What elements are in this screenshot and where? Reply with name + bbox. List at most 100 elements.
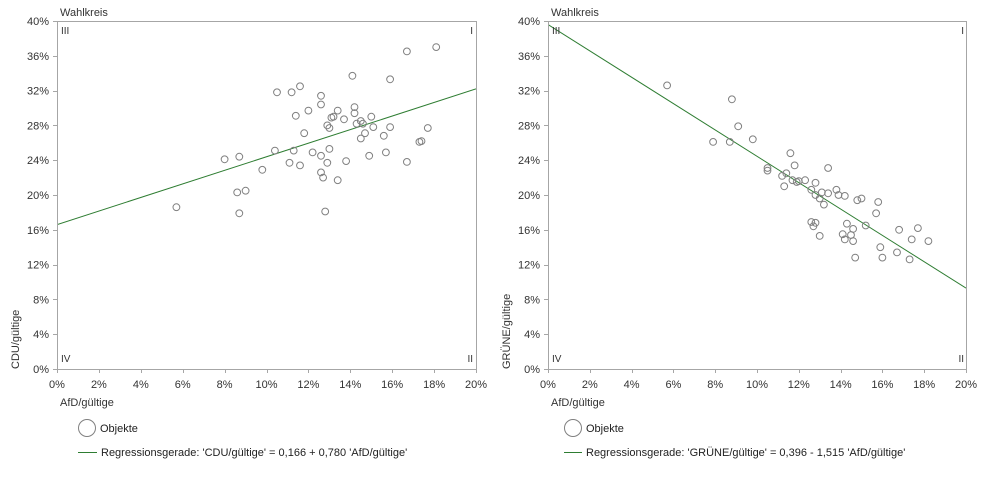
data-point — [807, 218, 816, 226]
y-tick-label: 4% — [33, 329, 49, 341]
data-point — [329, 112, 338, 121]
data-point — [382, 148, 390, 157]
x-tick-label: 12% — [788, 379, 810, 391]
axes: 0% 4% 8% 12% 16% 20% 24% 28% 32% 36% 40% 0% 2% 4% 6% 8%… — [518, 16, 977, 391]
data-point — [235, 209, 244, 218]
quadrant-label-bottom-right: II — [467, 354, 473, 365]
data-point — [323, 121, 332, 130]
data-point — [432, 43, 441, 51]
legend-circle-icon — [564, 419, 582, 437]
data-point — [893, 248, 901, 257]
data-point — [924, 237, 933, 246]
y-tick-label: 12% — [27, 260, 49, 272]
data-point — [857, 194, 866, 203]
x-tick-label: 18% — [913, 379, 935, 391]
data-point — [367, 112, 376, 121]
data-point — [861, 221, 870, 230]
x-tick-label: 0% — [540, 379, 556, 391]
x-tick-label: 14% — [830, 379, 852, 391]
data-point — [734, 122, 743, 131]
data-point — [172, 203, 181, 212]
data-point — [317, 100, 325, 109]
plot-area-frame — [548, 21, 967, 370]
x-tick-label: 6% — [665, 379, 681, 391]
data-point — [843, 219, 851, 228]
x-tick-label: 8% — [217, 379, 233, 391]
data-point — [403, 47, 411, 56]
y-tick-label: 0% — [524, 364, 540, 376]
legend: Objekte Regressionsgerade: 'GRÜNE/gültig… — [564, 419, 905, 459]
x-tick-label: 0% — [49, 379, 65, 391]
y-tick-label: 0% — [33, 364, 49, 376]
data-point — [782, 169, 791, 178]
legend-label-regression: Regressionsgerade: 'CDU/gültige' = 0,166… — [101, 447, 407, 459]
y-tick-label: 28% — [27, 120, 49, 132]
data-point — [333, 106, 342, 115]
data-point — [340, 115, 348, 124]
legend-item-regression: Regressionsgerade: 'CDU/gültige' = 0,166… — [78, 447, 407, 459]
corner-label: Wahlkreis — [60, 7, 108, 19]
quadrant-label-bottom-right: II — [958, 354, 964, 365]
corner-label: Wahlkreis — [551, 7, 599, 19]
data-point — [350, 103, 359, 111]
data-point — [423, 124, 432, 132]
data-point — [786, 149, 795, 158]
y-tick-label: 20% — [27, 190, 49, 202]
legend-circle-icon — [78, 419, 96, 437]
axes: 0% 4% 8% 12% 16% 20% 24% 28% 32% 36% 40% 0% 2% 4% 6% 8%… — [27, 16, 487, 391]
data-point — [820, 200, 828, 209]
data-point — [233, 188, 242, 197]
data-point — [790, 161, 799, 170]
data-point — [317, 168, 325, 177]
y-axis-label: CDU/gültige — [10, 310, 22, 369]
data-point — [287, 88, 296, 97]
data-point — [874, 198, 883, 206]
x-axis-label: AfD/gültige — [60, 397, 114, 409]
data-point — [296, 161, 304, 170]
data-point — [300, 129, 309, 138]
data-point — [872, 209, 880, 218]
x-tick-label: 20% — [955, 379, 977, 391]
data-point — [849, 237, 857, 246]
data-point — [348, 71, 357, 80]
data-point — [350, 109, 359, 118]
y-axis-label: GRÜNE/gültige — [501, 294, 513, 369]
data-point — [876, 243, 885, 252]
data-point — [811, 178, 820, 187]
data-point — [907, 235, 916, 244]
data-point — [361, 129, 369, 138]
data-point — [853, 196, 862, 205]
data-point — [824, 189, 832, 198]
data-point — [748, 135, 757, 144]
data-point — [379, 131, 388, 140]
y-tick-label: 16% — [518, 225, 540, 237]
y-tick-label: 12% — [518, 260, 540, 272]
data-point — [817, 188, 826, 197]
x-tick-label: 2% — [91, 379, 107, 391]
data-point — [780, 182, 789, 191]
y-tick-label: 32% — [518, 86, 540, 98]
plot-area-frame — [57, 21, 477, 370]
data-point — [849, 225, 857, 233]
data-point — [342, 157, 351, 166]
data-point — [709, 138, 717, 146]
x-tick-label: 18% — [423, 379, 445, 391]
data-point — [220, 155, 229, 164]
data-point — [832, 185, 841, 194]
y-tick-label: 8% — [33, 294, 49, 306]
y-tick-label: 4% — [524, 329, 540, 341]
data-point — [905, 255, 914, 264]
legend-item-regression: Regressionsgerade: 'GRÜNE/gültige' = 0,3… — [564, 447, 905, 459]
data-point — [359, 119, 367, 128]
data-point — [895, 225, 903, 234]
data-point — [840, 192, 849, 200]
quadrant-label-top-right: I — [470, 26, 473, 37]
y-tick-label: 40% — [27, 16, 49, 28]
data-point — [417, 137, 426, 146]
x-axis-label: AfD/gültige — [551, 397, 605, 409]
x-tick-label: 4% — [133, 379, 149, 391]
plot-marks — [548, 24, 966, 289]
data-point — [801, 176, 809, 185]
data-point — [325, 145, 334, 153]
